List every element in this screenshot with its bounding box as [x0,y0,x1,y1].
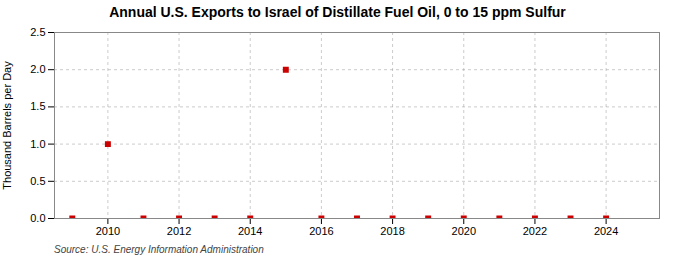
svg-text:2024: 2024 [594,225,618,237]
svg-text:0.0: 0.0 [30,212,45,224]
svg-text:2016: 2016 [309,225,333,237]
svg-text:1.0: 1.0 [30,138,45,150]
svg-text:2.0: 2.0 [30,63,45,75]
svg-text:2018: 2018 [380,225,404,237]
svg-text:2014: 2014 [238,225,262,237]
svg-text:2.5: 2.5 [30,26,45,38]
svg-text:2012: 2012 [167,225,191,237]
svg-text:2020: 2020 [452,225,476,237]
svg-text:0.5: 0.5 [30,175,45,187]
html-text:Source: U.S. Energy Informatio: Source: U.S. Energy Information Administ… [54,244,264,255]
svg-text:1.5: 1.5 [30,100,45,112]
svg-text:Thousand Barrels per Day: Thousand Barrels per Day [1,61,13,190]
svg-text:2022: 2022 [523,225,547,237]
svg-text:2010: 2010 [96,225,120,237]
html-text:Annual U.S. Exports to Israel: Annual U.S. Exports to Israel of Distill… [109,4,566,20]
